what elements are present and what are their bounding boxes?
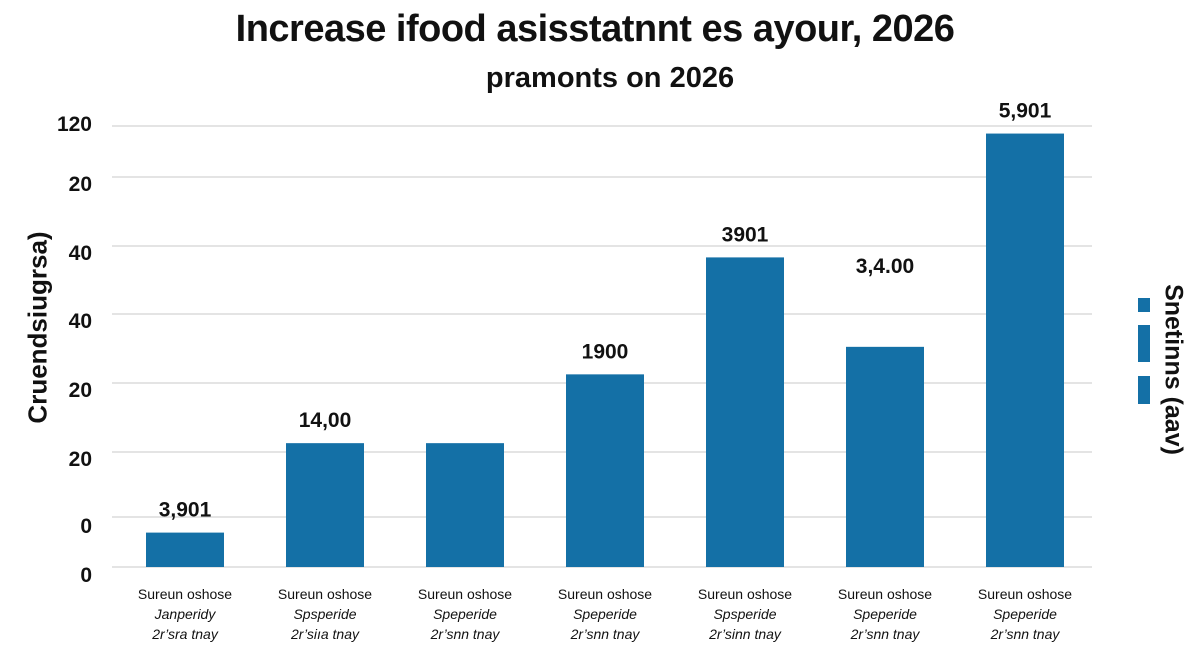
y-tick-label: 0: [80, 564, 92, 587]
category-label: Spsperide: [713, 606, 776, 622]
category-label: Sureun oshose: [418, 586, 512, 602]
category-label: Speperide: [573, 606, 637, 622]
bar: [706, 257, 784, 567]
legend-swatch: [1138, 376, 1150, 404]
category-label: Sureun oshose: [838, 586, 932, 602]
legend-swatch: [1138, 298, 1150, 312]
data-label: 3901: [722, 223, 769, 246]
y-tick-label: 20: [69, 379, 92, 402]
category-label: Sureun oshose: [698, 586, 792, 602]
category-label: 2r’snn tnay: [850, 626, 921, 642]
category-label: Sureun oshose: [978, 586, 1072, 602]
category-label: Sureun oshose: [558, 586, 652, 602]
y-tick-label: 20: [69, 173, 92, 196]
y-tick-label: 0: [80, 515, 92, 538]
data-label: 1900: [582, 340, 629, 363]
category-label: 2r’sinn tnay: [708, 626, 782, 642]
bar: [986, 133, 1064, 567]
category-label: Speperide: [433, 606, 497, 622]
category-label: Sureun oshose: [278, 586, 372, 602]
y-tick-label: 40: [69, 242, 92, 265]
bar: [286, 443, 364, 567]
bar: [846, 346, 924, 567]
y-tick-label: 40: [69, 310, 92, 333]
category-label: 2r’sra tnay: [151, 626, 219, 642]
data-label: 14,00: [299, 409, 352, 432]
data-label: 3,4.00: [856, 255, 914, 278]
data-label: 3,901: [159, 499, 212, 522]
category-label: 2r’siıa tnay: [290, 626, 360, 642]
data-label: 5,901: [999, 100, 1052, 123]
chart-subtitle: pramonts on 2026: [485, 62, 735, 94]
category-label: Janperidy: [154, 606, 217, 622]
y-tick-label: 20: [69, 448, 92, 471]
bar: [566, 374, 644, 567]
category-label: 2r’snn tnay: [990, 626, 1061, 642]
category-label: Sureun oshose: [138, 586, 232, 602]
y-tick-label: 120: [57, 113, 92, 136]
category-label: Spsperide: [293, 606, 356, 622]
category-label: Speperide: [993, 606, 1057, 622]
legend-swatch: [1138, 325, 1150, 362]
category-label: 2r’snn tnay: [430, 626, 501, 642]
category-label: 2r’snn tnay: [570, 626, 641, 642]
chart-title: Increase ifood asisstatnnt es ayour, 202…: [235, 8, 955, 50]
bar: [146, 532, 224, 567]
category-label: Speperide: [853, 606, 917, 622]
bar: [426, 443, 504, 567]
